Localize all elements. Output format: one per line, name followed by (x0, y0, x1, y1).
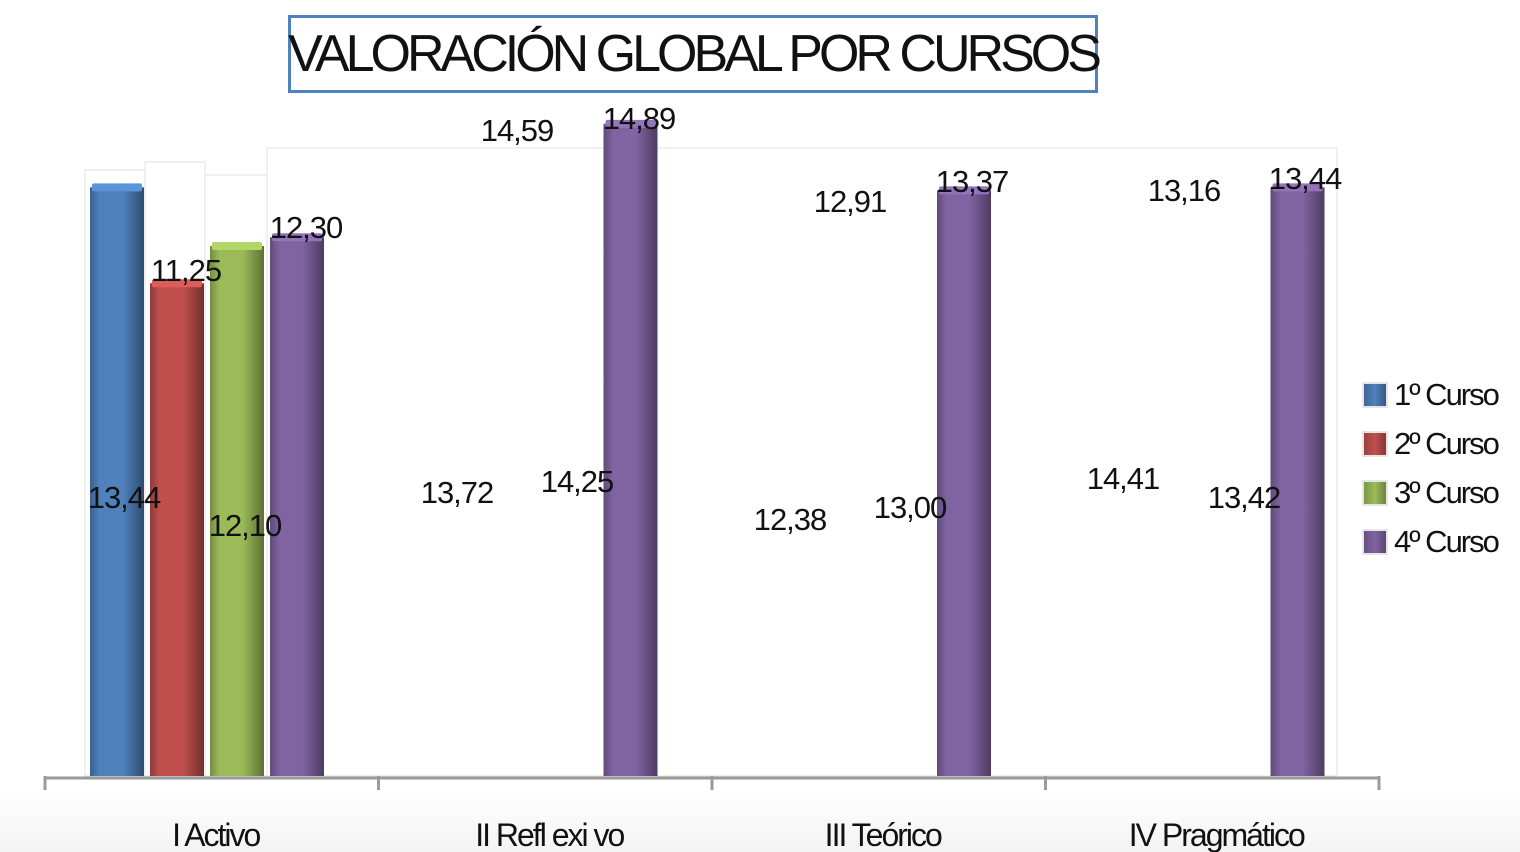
bar-top-3-4 (939, 186, 989, 195)
data-label-3-2: 12,91 (814, 184, 887, 219)
data-label-1-4: 12,30 (270, 210, 343, 245)
data-label-2-2: 14,59 (481, 113, 554, 148)
legend-item-1: 1º Curso (1362, 370, 1500, 419)
bar-4-4 (1270, 187, 1325, 776)
bar-top-4-4 (1272, 183, 1323, 192)
category-label-3: III Teórico (825, 817, 942, 852)
data-label-3-1: 12,38 (754, 502, 827, 537)
data-label-4-4: 13,44 (1269, 161, 1342, 196)
legend-item-4: 4º Curso (1362, 517, 1500, 566)
back-wall-panel-4 (266, 147, 1338, 777)
legend-swatch-1 (1362, 381, 1388, 408)
legend-label-4: 4º Curso (1394, 523, 1500, 559)
category-label-4: IV Pragmático (1129, 817, 1305, 852)
data-label-1-3: 12,10 (209, 508, 282, 543)
legend-swatch-2 (1362, 430, 1388, 457)
bar-2-4 (603, 123, 658, 777)
data-label-4-2: 13,16 (1148, 173, 1221, 208)
data-label-3-4: 13,37 (936, 164, 1009, 199)
legend-item-3: 3º Curso (1362, 468, 1500, 517)
legend-label-3: 3º Curso (1394, 474, 1500, 510)
chart-title-box: VALORACIÓN GLOBAL POR CURSOS (288, 15, 1102, 93)
legend-item-2: 2º Curso (1362, 419, 1500, 468)
data-label-4-1: 14,41 (1087, 461, 1160, 496)
category-label-1: I Activo (172, 817, 260, 852)
legend-label-1: 1º Curso (1394, 376, 1500, 412)
legend: 1º Curso 2º Curso 3º Curso 4º Curso (1362, 370, 1500, 566)
bar-top-1-4 (272, 233, 322, 242)
data-label-3-3: 13,00 (874, 490, 947, 525)
legend-swatch-3 (1362, 479, 1388, 506)
bar-top-2-4 (605, 119, 656, 128)
data-label-1-1: 13,44 (88, 480, 161, 515)
bar-1-1 (90, 187, 144, 776)
chart-title: VALORACIÓN GLOBAL POR CURSOS (288, 25, 1102, 83)
footer-band (0, 792, 1520, 852)
data-label-2-3: 14,25 (541, 464, 614, 499)
data-label-4-3: 13,42 (1208, 480, 1281, 515)
bar-top-1-2 (152, 279, 202, 288)
bar-1-2 (150, 283, 204, 776)
bar-1-3 (210, 246, 264, 776)
bar-1-4 (270, 237, 324, 776)
data-label-2-4: 14,89 (603, 101, 676, 136)
legend-label-2: 2º Curso (1394, 425, 1500, 461)
bar-top-1-3 (212, 242, 262, 251)
data-label-2-1: 13,72 (421, 475, 494, 510)
category-label-2: II Refl exi vo (475, 817, 624, 852)
bar-top-1-1 (92, 183, 142, 192)
data-label-1-2: 11,25 (151, 253, 221, 288)
legend-swatch-4 (1362, 528, 1388, 555)
bar-3-4 (937, 190, 991, 777)
